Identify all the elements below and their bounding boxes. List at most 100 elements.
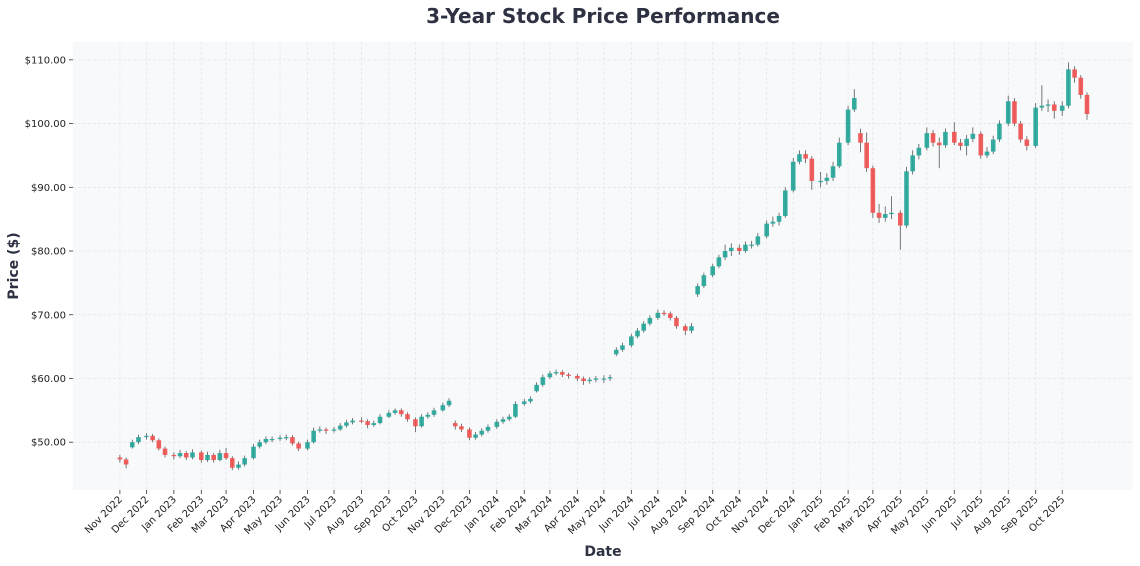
candle-body-up <box>1066 69 1071 106</box>
candle-body-up <box>344 422 349 426</box>
candle <box>337 423 343 431</box>
candle-body-up <box>431 410 437 415</box>
candle <box>344 419 349 428</box>
candle-body-down <box>930 133 936 143</box>
candle-body-down <box>156 440 162 449</box>
candle-body-up <box>916 147 922 156</box>
candle <box>290 435 295 446</box>
candle-body-up <box>534 384 539 392</box>
candle-body-up <box>824 177 830 181</box>
y-tick-label: $110.00 <box>25 55 66 66</box>
candle-body-up <box>305 442 310 449</box>
candle <box>365 419 370 429</box>
candle <box>910 150 915 175</box>
candle-body-up <box>601 378 607 380</box>
candle <box>359 417 364 424</box>
candle-body-up <box>695 286 700 295</box>
candle <box>1012 98 1017 127</box>
candle-body-up <box>997 123 1002 140</box>
candle <box>392 408 398 415</box>
candle-body-up <box>506 416 512 420</box>
candle <box>223 447 229 461</box>
candle-body-down <box>171 454 177 457</box>
candle-body-up <box>337 425 343 430</box>
candle-body-up <box>473 434 478 438</box>
candle-body-up <box>129 442 135 448</box>
candle <box>1072 66 1077 83</box>
candle <box>467 427 472 441</box>
candle <box>661 310 667 317</box>
candle-body-up <box>257 442 262 447</box>
candle <box>136 434 141 445</box>
candle-body-down <box>183 453 189 458</box>
candle <box>263 436 269 445</box>
candle-body-up <box>990 139 996 152</box>
candle-body-down <box>290 437 295 444</box>
candle-body-up <box>701 275 707 287</box>
candle-body-down <box>803 154 808 159</box>
candle <box>156 438 162 451</box>
candle <box>601 375 607 383</box>
candle-body-up <box>1033 107 1038 146</box>
candle <box>559 370 565 378</box>
candle <box>736 244 742 255</box>
candle-body-up <box>217 453 223 461</box>
candle <box>674 316 679 329</box>
candle-body-up <box>1039 105 1045 108</box>
candle-body-down <box>323 429 329 431</box>
candle <box>177 449 183 459</box>
candle-body-up <box>629 336 634 346</box>
candle <box>269 436 275 443</box>
y-tick-label: $60.00 <box>31 374 66 385</box>
candle-body-up <box>540 377 546 385</box>
candle <box>803 150 808 164</box>
candles <box>117 62 1090 471</box>
candle-body-up <box>943 131 948 146</box>
candle-body-up <box>830 166 836 178</box>
candle-body-down <box>936 142 942 146</box>
candle-body-down <box>359 420 364 422</box>
candle <box>607 374 613 382</box>
candle-body-up <box>790 161 796 191</box>
candle <box>305 439 310 451</box>
candle <box>1051 101 1057 119</box>
candle <box>425 412 431 419</box>
candle <box>534 382 539 393</box>
candle-body-up <box>797 154 802 162</box>
candle-body-up <box>970 133 976 139</box>
candle <box>528 396 533 404</box>
candle-body-up <box>371 423 377 425</box>
y-tick-label: $50.00 <box>31 438 66 449</box>
candle <box>1078 75 1084 99</box>
candle <box>446 398 452 408</box>
candle <box>317 426 323 433</box>
candle-body-up <box>521 401 527 404</box>
candle-body-down <box>559 372 565 375</box>
candle-body-up <box>177 453 183 457</box>
candle-body-up <box>755 236 761 245</box>
candle <box>386 410 392 418</box>
candle <box>419 414 424 428</box>
candle <box>641 321 647 333</box>
candle <box>755 233 761 247</box>
candle <box>117 454 123 463</box>
candle <box>970 127 976 143</box>
candle-body-up <box>689 326 694 331</box>
candle <box>1033 103 1038 148</box>
candle <box>440 402 446 412</box>
candle-body-up <box>392 410 398 413</box>
candle <box>494 419 500 429</box>
candle-body-up <box>984 151 990 156</box>
candle <box>479 428 485 437</box>
candle-body-up <box>764 223 769 237</box>
candle <box>575 374 580 382</box>
candle-body-down <box>1084 94 1090 115</box>
candle-body-up <box>889 212 894 215</box>
candle <box>716 254 722 269</box>
candle-body-up <box>446 400 452 406</box>
candle <box>990 135 996 155</box>
y-tick-label: $90.00 <box>31 183 66 194</box>
candle <box>205 451 210 462</box>
candle <box>782 187 788 218</box>
